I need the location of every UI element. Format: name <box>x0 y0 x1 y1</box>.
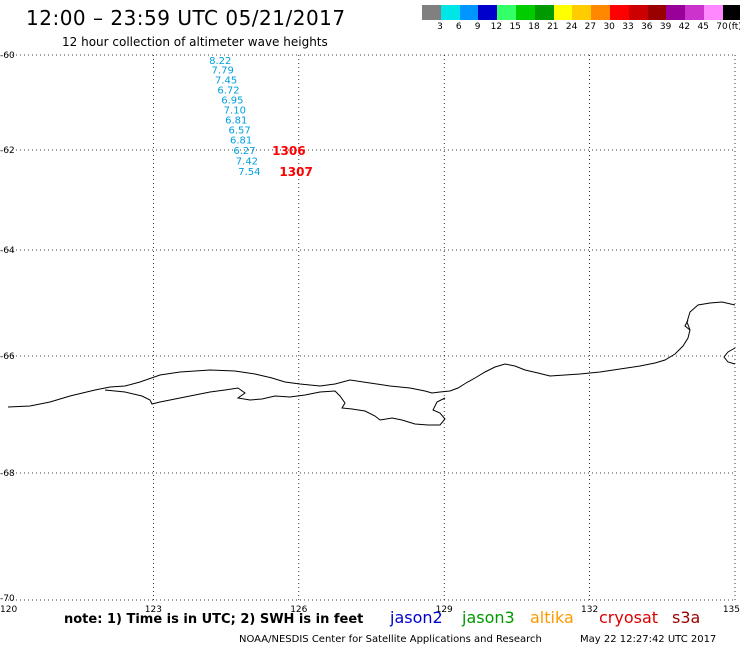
legend-label: 39 <box>659 22 672 32</box>
axis-labels: 120 123 126 129 132 135 -60 -62 -64 -66 -68 -70 <box>0 51 740 615</box>
legend-label: 33 <box>622 22 634 32</box>
lon-tick-label: 126 <box>290 605 307 615</box>
legend-unit: (ft) <box>728 22 740 32</box>
coastline-path <box>7 301 736 408</box>
legend-label: 42 <box>678 22 691 32</box>
legend-swatch <box>666 5 686 20</box>
legend-swatch <box>685 5 704 20</box>
legend-swatch <box>628 5 648 20</box>
wave-height-value: 7.42 <box>236 157 258 168</box>
generation-timestamp: May 22 12:27:42 UTC 2017 <box>580 634 717 645</box>
lat-tick-label: -66 <box>0 352 15 362</box>
page-title: 12:00 – 23:59 UTC 05/21/2017 <box>26 6 346 30</box>
legend-swatch <box>572 5 592 20</box>
legend-swatch <box>478 5 498 20</box>
wave-height-value: 6.27 <box>233 146 255 157</box>
pass-time-label: 1306 <box>272 144 305 158</box>
wave-height-track: 8.227.797.456.726.957.106.816.576.816.27… <box>209 56 260 178</box>
credit-line: NOAA/NESDIS Center for Satellite Applica… <box>239 634 542 645</box>
coastline-loop-path <box>684 319 691 331</box>
wave-height-value: 6.95 <box>221 96 243 107</box>
color-scale-legend <box>422 5 740 20</box>
legend-swatch <box>703 5 723 20</box>
legend-label: 70 <box>716 22 728 32</box>
legend-swatch <box>515 5 535 20</box>
page-subtitle: 12 hour collection of altimeter wave hei… <box>62 35 328 49</box>
legend-label: 30 <box>603 22 615 32</box>
wave-height-value: 7.79 <box>212 66 234 77</box>
lon-tick-label: 129 <box>436 605 453 615</box>
wave-height-value: 6.81 <box>230 136 252 147</box>
satellite-label-s3a: s3a <box>672 608 701 627</box>
lon-tick-label: 135 <box>723 605 740 615</box>
lat-tick-label: -70 <box>0 594 15 604</box>
satellite-label-cryosat: cryosat <box>599 608 659 627</box>
lat-tick-label: -62 <box>0 146 15 156</box>
legend-swatch <box>553 5 573 20</box>
legend-swatch <box>497 5 516 20</box>
pass-time-labels: 1306 1307 <box>272 144 313 179</box>
wave-height-value: 6.57 <box>229 126 251 137</box>
legend-label: 36 <box>641 22 653 32</box>
legend-label: 24 <box>565 22 578 32</box>
wave-height-value: 8.22 <box>209 56 231 67</box>
legend-swatch <box>422 5 441 20</box>
wave-height-value: 7.54 <box>238 167 260 178</box>
legend-swatch <box>722 5 740 20</box>
satellite-label-altika: altika <box>530 608 574 627</box>
legend-swatch <box>647 5 667 20</box>
legend-label: 45 <box>697 22 709 32</box>
legend-swatch <box>609 5 629 20</box>
legend-label: 9 <box>474 22 481 32</box>
wave-height-value: 6.81 <box>225 116 247 127</box>
satellite-label-jason3: jason3 <box>462 608 515 627</box>
map-grid <box>8 54 736 601</box>
legend-label: 3 <box>437 22 443 32</box>
wave-height-value: 7.10 <box>224 106 246 117</box>
antarctic-coastline <box>7 301 736 426</box>
legend-swatch <box>534 5 554 20</box>
lon-tick-label: 123 <box>145 605 162 615</box>
lon-tick-label: 132 <box>581 605 598 615</box>
lat-tick-label: -64 <box>0 246 15 256</box>
legend-label: 18 <box>528 22 540 32</box>
legend-swatch <box>591 5 610 20</box>
lat-tick-label: -60 <box>0 51 15 61</box>
legend-label: 12 <box>490 22 503 32</box>
legend-label: 27 <box>584 22 597 32</box>
satellite-label-jason2: jason2 <box>390 608 443 627</box>
legend-label: 15 <box>509 22 521 32</box>
wave-height-value: 6.72 <box>217 86 239 97</box>
legend-label: 21 <box>547 22 559 32</box>
wave-height-value: 7.45 <box>215 76 237 87</box>
legend-swatch <box>440 5 460 20</box>
lat-tick-label: -68 <box>0 469 15 479</box>
coastline-inner-path <box>104 387 446 426</box>
lon-tick-label: 120 <box>0 605 17 615</box>
coastline-east-path <box>723 347 736 365</box>
legend-label: 6 <box>455 22 462 32</box>
footer-note: note: 1) Time is in UTC; 2) SWH is in fe… <box>64 612 364 627</box>
legend-swatch <box>459 5 479 20</box>
pass-time-label: 1307 <box>279 165 312 179</box>
